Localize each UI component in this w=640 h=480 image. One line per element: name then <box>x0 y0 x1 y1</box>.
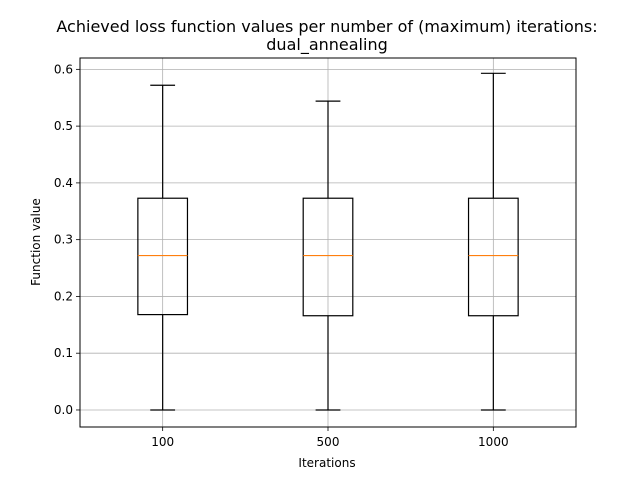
box-iqr <box>137 197 189 316</box>
box-iqr <box>467 197 519 317</box>
chart-subtitle: dual_annealing <box>266 35 387 55</box>
y-tick-label: 0.4 <box>54 176 73 190</box>
x-tick-label: 1000 <box>478 435 509 449</box>
y-tick-label: 0.5 <box>54 119 73 133</box>
x-tick-label: 500 <box>317 435 340 449</box>
chart-title: Achieved loss function values per number… <box>56 17 597 36</box>
y-tick-label: 0.3 <box>54 233 73 247</box>
y-tick-label: 0.2 <box>54 289 73 303</box>
y-axis-label: Function value <box>29 198 43 286</box>
box-iqr <box>302 197 354 317</box>
y-axis-ticks: 0.0 0.1 0.2 0.3 0.4 0.5 0.6 <box>54 62 80 417</box>
y-tick-label: 0.1 <box>54 346 73 360</box>
y-tick-label: 0.0 <box>54 403 73 417</box>
box-plots <box>137 72 519 411</box>
x-axis-label: Iterations <box>298 456 355 470</box>
y-tick-label: 0.6 <box>54 62 73 76</box>
x-tick-label: 100 <box>151 435 174 449</box>
x-axis-ticks: 100 500 1000 <box>151 427 509 449</box>
